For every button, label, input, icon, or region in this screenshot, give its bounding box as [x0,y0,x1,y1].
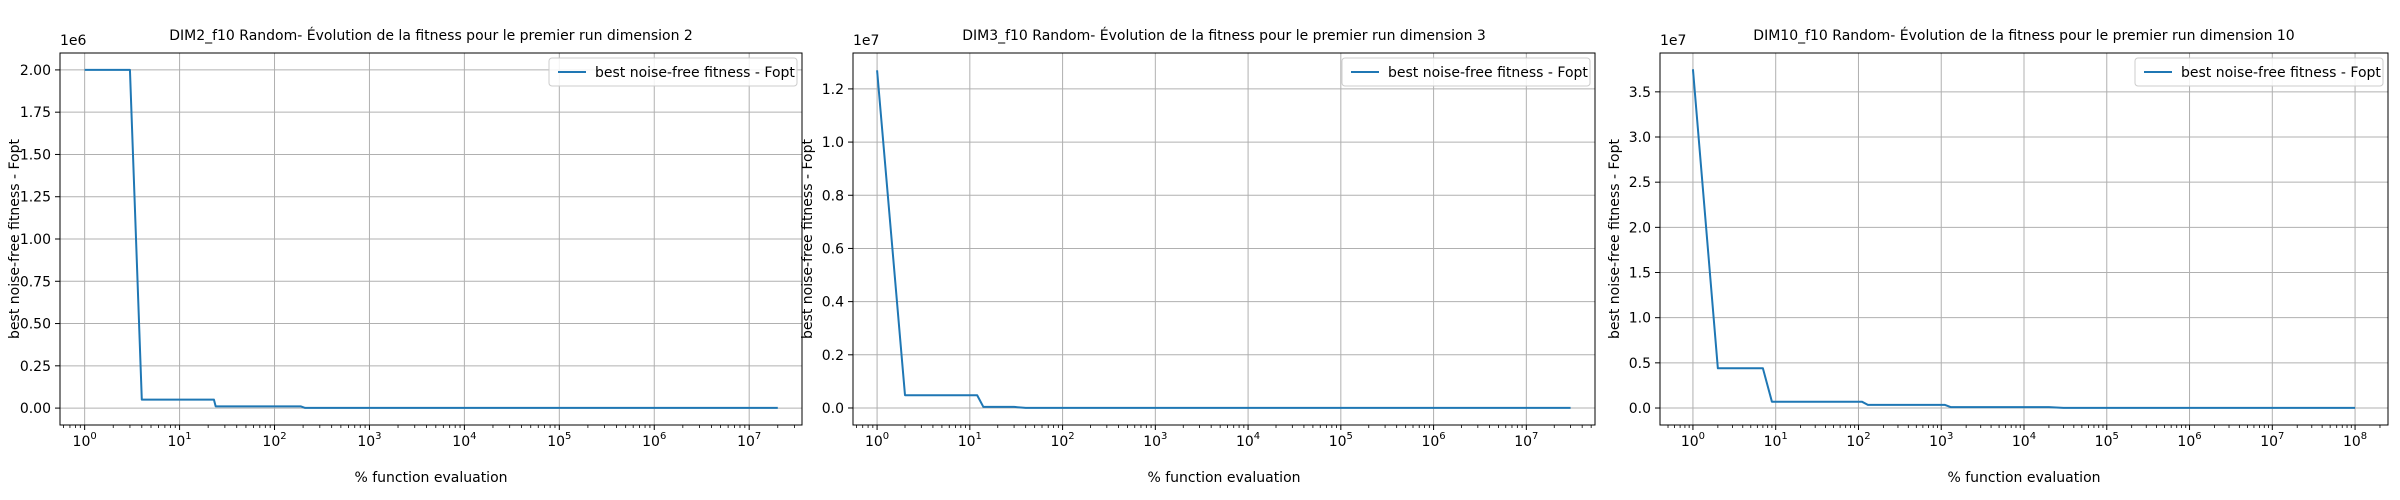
x-tick-label: 102 [262,431,286,450]
chart-panel: 100 101 102 103 104 105 106 107 0.00 0.25 0.50 0.75… [7,27,803,486]
x-tick-label: 106 [1421,431,1445,450]
x-tick-label: 105 [2095,431,2119,450]
y-tick-label: 0.00 [20,401,51,417]
x-axis-label: % function evaluation [1947,470,2100,486]
legend: best noise-free fitness - Fopt [1341,57,1591,87]
x-tick-label: 104 [452,431,476,450]
y-tick-label: 0.0 [1629,401,1651,417]
y-offset-label: 1e7 [1660,33,1686,49]
chart-title: DIM3_f10 Random- Évolution de la fitness… [962,27,1486,44]
y-tick-label: 0.8 [822,188,844,204]
x-tick-label: 103 [1143,431,1167,450]
y-offset-label: 1e7 [853,33,879,49]
y-tick-label: 0.50 [20,317,51,333]
y-axis-label: best noise-free fitness - Fopt [1607,139,1623,339]
x-tick-label: 100 [865,431,889,450]
legend-box [548,57,798,87]
x-tick-label: 105 [547,431,571,450]
x-axis-label: % function evaluation [354,470,507,486]
x-tick-label: 102 [1846,431,1870,450]
y-tick-label: 1.0 [822,135,844,151]
x-tick-label: 104 [1236,431,1260,450]
y-tick-label: 2.5 [1629,175,1651,191]
y-tick-label: 0.4 [822,295,844,311]
x-tick-label: 107 [2260,431,2284,450]
legend-label: best noise-free fitness - Fopt [2181,65,2381,81]
x-tick-label: 100 [73,431,97,450]
plot-frame [852,52,1596,426]
y-tick-label: 3.5 [1629,85,1651,101]
legend: best noise-free fitness - Fopt [2134,57,2384,87]
chart-panel: 100 101 102 103 104 105 106 107 108 0.0 0.5 1.0 1.5 2… [1607,27,2389,486]
y-tick-label: 1.2 [822,82,844,98]
x-tick-label: 108 [2343,431,2367,450]
y-tick-label: 3.0 [1629,130,1651,146]
series-line [876,70,1571,409]
y-tick-label: 1.75 [20,105,51,121]
legend-label: best noise-free fitness - Fopt [1388,65,1588,81]
x-tick-label: 107 [737,431,761,450]
x-tick-label: 106 [2177,431,2201,450]
y-tick-label: 1.25 [20,190,51,206]
x-tick-label: 101 [958,431,982,450]
legend-box [2134,57,2384,87]
x-tick-label: 100 [1681,431,1705,450]
x-tick-label: 102 [1050,431,1074,450]
legend-box [1341,57,1591,87]
x-tick-label: 106 [642,431,666,450]
y-tick-label: 0.6 [822,241,844,257]
x-tick-label: 101 [1764,431,1788,450]
x-tick-label: 101 [167,431,191,450]
legend-label: best noise-free fitness - Fopt [595,65,795,81]
x-axis-label: % function evaluation [1147,470,1300,486]
plot-frame [59,52,803,426]
y-axis-label: best noise-free fitness - Fopt [7,139,23,339]
legend: best noise-free fitness - Fopt [548,57,798,87]
chart-title: DIM2_f10 Random- Évolution de la fitness… [169,27,693,44]
x-tick-label: 103 [357,431,381,450]
y-tick-label: 1.0 [1629,311,1651,327]
series-line [1691,69,2356,409]
y-tick-label: 0.2 [822,348,844,364]
y-tick-label: 0.25 [20,359,51,375]
y-tick-label: 0.5 [1629,356,1651,372]
series-line [84,68,778,409]
chart-title: DIM10_f10 Random- Évolution de la fitnes… [1753,27,2294,44]
y-tick-label: 1.50 [20,147,51,163]
y-offset-label: 1e6 [60,33,87,49]
y-tick-label: 0.0 [822,401,844,417]
x-tick-label: 105 [1329,431,1353,450]
plot-frame [1659,52,2389,426]
x-tick-label: 103 [1929,431,1953,450]
y-axis-label: best noise-free fitness - Fopt [800,139,816,339]
y-tick-label: 0.75 [20,274,51,290]
y-tick-label: 2.0 [1629,220,1651,236]
x-tick-label: 104 [2012,431,2036,450]
y-tick-label: 2.00 [20,63,51,79]
x-tick-label: 107 [1514,431,1538,450]
y-tick-label: 1.5 [1629,266,1651,282]
chart-panel: 100 101 102 103 104 105 106 107 0.0 0.2 0.4 0.6 0.8 1… [800,27,1596,486]
y-tick-label: 1.00 [20,232,51,248]
